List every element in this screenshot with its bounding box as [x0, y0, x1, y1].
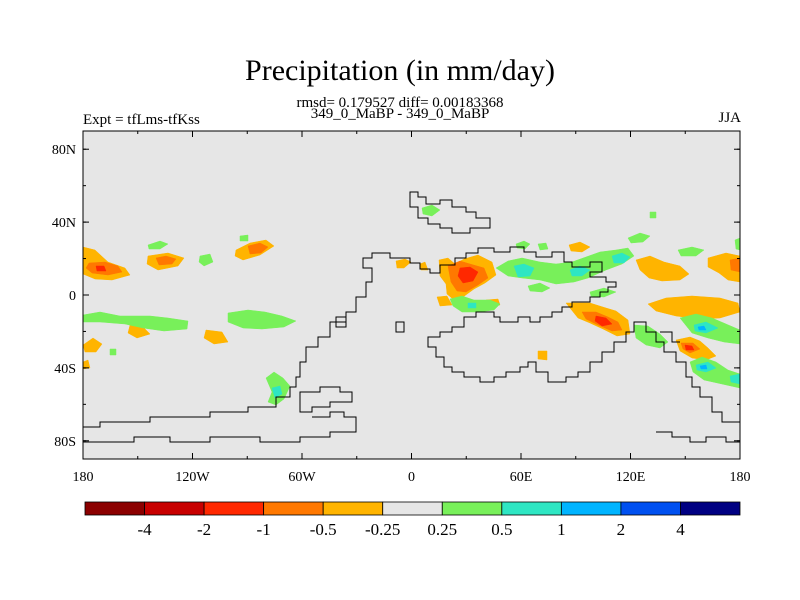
period-label: 349_0_MaBP - 349_0_MaBP: [310, 106, 490, 122]
anomaly-green-patch: [527, 282, 551, 293]
anomaly-red-patch: [594, 315, 613, 327]
anomaly-green-patch: [677, 246, 705, 257]
experiment-label: Expt = tfLms-tfKss: [83, 112, 200, 128]
anomaly-blue-patch: [699, 364, 708, 370]
coastline-north-block: [409, 191, 491, 234]
precip-anomaly-layer: [82, 204, 741, 406]
anomaly-blue-patch: [697, 325, 707, 331]
lon-tick-label: 180: [73, 470, 94, 485]
anomaly-darkorange-patch: [155, 255, 177, 266]
colorbar-label: -4: [137, 520, 152, 539]
anomaly-darkorange-patch: [729, 257, 741, 273]
lat-tick-label: 40N: [52, 216, 76, 231]
anomaly-green-patch: [239, 234, 249, 242]
anomaly-orange-patch: [419, 261, 429, 271]
anomaly-green-patch: [109, 348, 117, 356]
colorbar-label: 4: [676, 520, 685, 539]
colorbar-swatch: [620, 501, 681, 516]
colorbar-label: -0.5: [310, 520, 337, 539]
map-axes: 180 120W 60W 0 60E 120E 180 80N 40N 0 40S 80S: [52, 131, 751, 485]
coastline-island-inner2: [83, 411, 357, 443]
coastline-southeast: [656, 431, 740, 443]
anomaly-cyan-patch: [611, 252, 631, 264]
anomaly-red-patch: [684, 344, 695, 351]
colorbar-label: -1: [257, 520, 271, 539]
anomaly-green-patch: [734, 237, 741, 251]
anomaly-red-patch: [95, 265, 107, 272]
colorbar-swatch: [382, 501, 443, 516]
plot-title: Precipitation (in mm/day): [245, 54, 555, 87]
rmsd-diff-subtitle: rmsd= 0.179527 diff= 0.00183368: [296, 95, 504, 111]
colorbar-swatch: [680, 501, 741, 516]
anomaly-green-patch: [421, 204, 441, 217]
lat-tick-label: 40S: [54, 362, 76, 377]
map-background: [83, 131, 740, 459]
lat-tick-label: 0: [69, 289, 76, 304]
lon-tick-label: 0: [408, 470, 415, 485]
anomaly-darkorange-patch: [247, 242, 269, 255]
lat-tick-label: 80S: [54, 435, 76, 450]
anomaly-red-patch: [457, 266, 479, 284]
coastline-east-tip: [660, 331, 680, 343]
coastline-main-continent: [82, 246, 741, 460]
anomaly-orange-patch: [436, 295, 453, 307]
anomaly-green-patch: [82, 311, 189, 332]
colorbar-swatch: [501, 501, 562, 516]
colorbar-swatch: [441, 501, 503, 516]
anomaly-green-patch: [227, 309, 297, 330]
lon-tick-label: 60W: [288, 470, 316, 485]
anomaly-green-patch: [147, 240, 169, 250]
anomaly-orange-patch: [82, 337, 103, 353]
coastline-island-west: [395, 321, 405, 333]
colorbar-swatch: [322, 501, 384, 516]
anomaly-cyan-patch: [513, 263, 535, 278]
coastline-peninsula: [335, 316, 347, 328]
colorbar-swatch: [263, 501, 324, 516]
anomaly-orange-patch: [568, 241, 591, 253]
anomaly-cyan-patch: [271, 385, 283, 399]
anomaly-orange-patch: [635, 255, 690, 282]
anomaly-orange-patch: [203, 329, 229, 345]
colorbar-label: 0.25: [427, 520, 457, 539]
colorbar-swatch: [144, 501, 205, 516]
colorbar-swatch: [84, 501, 145, 516]
colorbar-label: 0.5: [491, 520, 512, 539]
anomaly-cyan-patch: [467, 302, 477, 309]
lon-tick-label: 60E: [510, 470, 533, 485]
colorbar-label: -0.25: [365, 520, 400, 539]
coastline-island-inner: [299, 386, 353, 413]
anomaly-orange-patch: [537, 350, 548, 361]
anomaly-green-patch: [198, 253, 214, 267]
lon-tick-label: 180: [730, 470, 751, 485]
lon-tick-label: 120E: [616, 470, 646, 485]
anomaly-green-patch: [627, 232, 651, 244]
anomaly-green-patch: [649, 211, 657, 219]
lon-tick-label: 120W: [175, 470, 210, 485]
continent-outlines: [82, 191, 741, 460]
colorbar-label: 2: [617, 520, 626, 539]
season-label: JJA: [718, 110, 741, 126]
colorbar-label: 1: [557, 520, 566, 539]
colorbar-swatch: [203, 501, 265, 516]
anomaly-orange-patch: [395, 258, 412, 269]
anomaly-green-patch: [537, 242, 549, 251]
colorbar-swatch: [560, 501, 622, 516]
lat-tick-label: 80N: [52, 143, 76, 158]
colorbar: -4 -2 -1 -0.5 -0.25 0.25 0.5 1 2 4: [84, 501, 741, 539]
colorbar-label: -2: [197, 520, 211, 539]
